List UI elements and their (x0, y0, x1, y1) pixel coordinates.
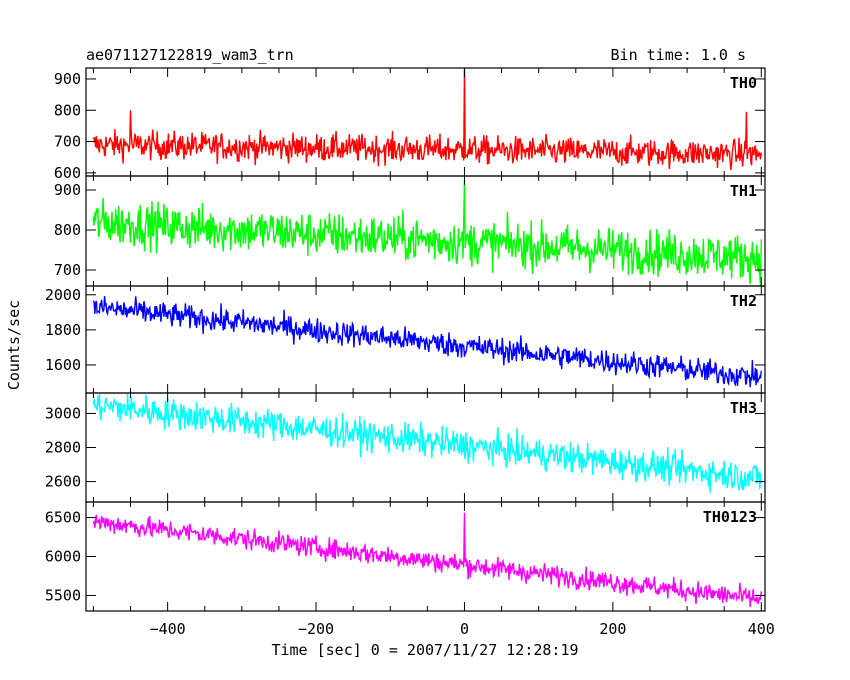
panel-label: TH1 (730, 182, 757, 200)
y-tick-label: 5500 (45, 586, 81, 604)
chart-title: ae071127122819_wam3_trn (86, 46, 294, 64)
series-th2 (92, 295, 762, 388)
y-tick-label: 800 (54, 101, 81, 119)
series-th0123 (92, 512, 762, 607)
x-tick-label: −200 (298, 620, 334, 638)
y-tick-label: 900 (54, 181, 81, 199)
series-th1 (92, 179, 762, 286)
y-tick-label: 2800 (45, 439, 81, 457)
panels-group: TH0 600 700 800 900 TH1 700 800 900 TH2 1600 1800 20… (45, 67, 775, 638)
panel-label: TH0 (730, 74, 757, 92)
series-th3 (92, 392, 762, 494)
x-tick-label: 200 (599, 620, 626, 638)
x-axis-label: Time [sec] 0 = 2007/11/27 12:28:19 (271, 641, 578, 659)
y-tick-label: 1800 (45, 321, 81, 339)
y-tick-label: 6500 (45, 509, 81, 527)
y-tick-label: 1600 (45, 356, 81, 374)
panel-label: TH0123 (703, 508, 757, 526)
x-tick-label: −400 (150, 620, 186, 638)
y-tick-label: 700 (54, 133, 81, 151)
y-tick-label: 600 (54, 164, 81, 182)
y-tick-label: 2600 (45, 473, 81, 491)
x-tick-label: 400 (748, 620, 775, 638)
y-tick-label: 800 (54, 221, 81, 239)
y-axis-label: Counts/sec (5, 300, 23, 390)
y-tick-label: 2000 (45, 286, 81, 304)
panel-label: TH3 (730, 399, 757, 417)
y-tick-label: 6000 (45, 548, 81, 566)
bin-time-label: Bin time: 1.0 s (611, 46, 746, 64)
series-th0 (92, 67, 762, 170)
panel-label: TH2 (730, 292, 757, 310)
y-tick-label: 900 (54, 70, 81, 88)
x-tick-label: 0 (460, 620, 469, 638)
y-tick-label: 700 (54, 261, 81, 279)
y-tick-label: 3000 (45, 404, 81, 422)
